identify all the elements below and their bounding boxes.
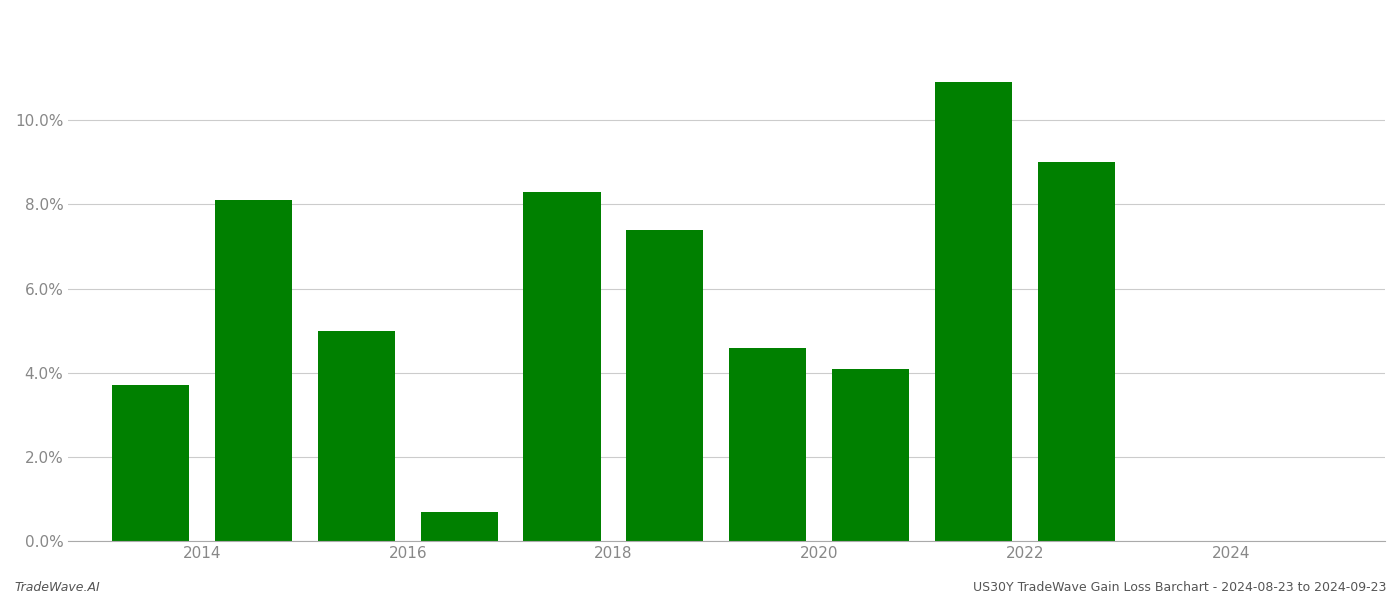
Bar	[214, 200, 293, 541]
Bar	[112, 385, 189, 541]
Bar	[1037, 163, 1114, 541]
Bar	[729, 347, 806, 541]
Bar	[318, 331, 395, 541]
Text: US30Y TradeWave Gain Loss Barchart - 2024-08-23 to 2024-09-23: US30Y TradeWave Gain Loss Barchart - 202…	[973, 581, 1386, 594]
Bar	[935, 82, 1012, 541]
Text: TradeWave.AI: TradeWave.AI	[14, 581, 99, 594]
Bar	[626, 230, 703, 541]
Bar	[832, 368, 909, 541]
Bar	[524, 192, 601, 541]
Bar	[420, 512, 498, 541]
